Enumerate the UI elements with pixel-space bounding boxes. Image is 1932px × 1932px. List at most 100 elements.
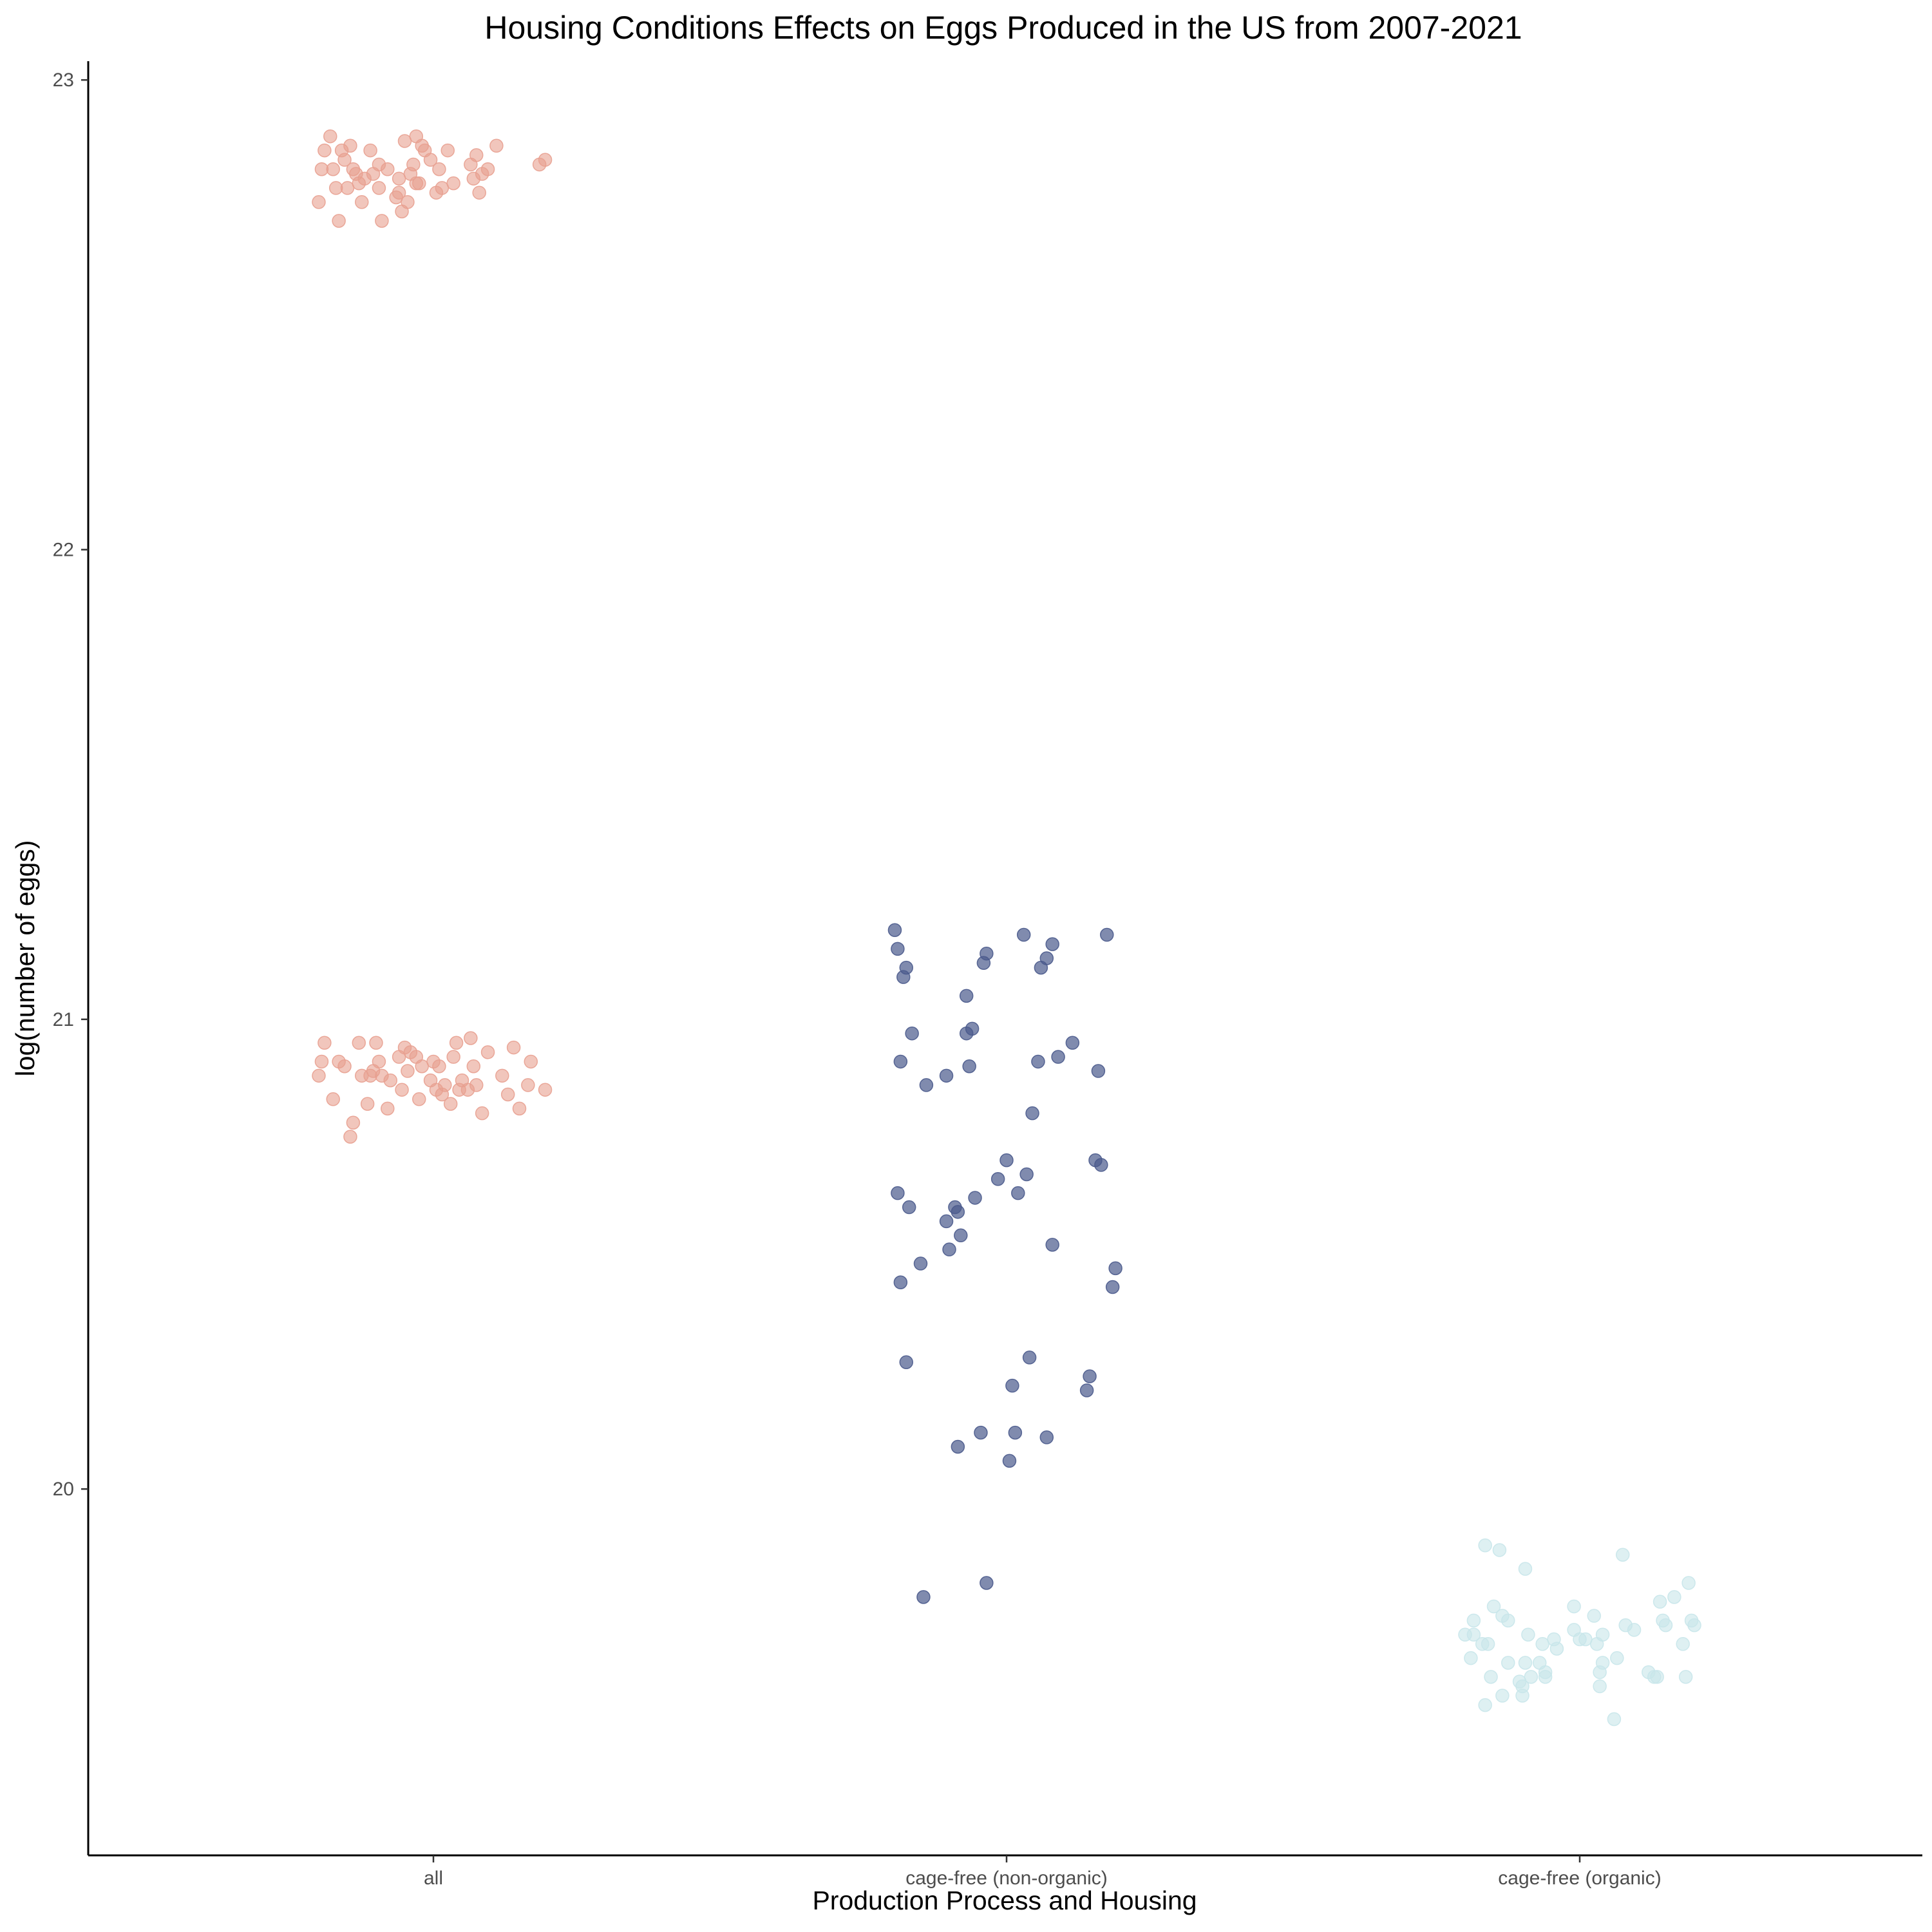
data-point — [1100, 927, 1114, 942]
data-point — [1607, 1712, 1622, 1727]
data-point — [423, 153, 438, 167]
data-point — [1658, 1618, 1673, 1633]
x-axis-title: Production Process and Housing — [812, 1886, 1197, 1915]
data-point — [449, 1036, 464, 1050]
data-point — [337, 1059, 352, 1074]
data-point — [495, 1068, 509, 1083]
data-point — [372, 181, 386, 195]
data-point — [1616, 1548, 1630, 1562]
data-point — [323, 129, 337, 144]
data-point — [1653, 1595, 1667, 1609]
data-point — [1627, 1623, 1642, 1637]
data-point — [406, 157, 421, 172]
data-point — [980, 1576, 994, 1590]
data-point — [954, 1228, 968, 1243]
data-point — [446, 176, 460, 191]
data-point — [500, 1087, 515, 1102]
data-point — [326, 162, 340, 176]
data-point — [466, 1059, 481, 1074]
data-point — [383, 1073, 397, 1088]
data-point — [951, 1439, 965, 1454]
data-point — [409, 176, 424, 191]
data-point — [317, 143, 332, 158]
x-tick-label: all — [424, 1868, 443, 1889]
series-cage-free-non-organic — [887, 923, 1122, 1604]
data-point — [1022, 1350, 1037, 1365]
data-point — [312, 195, 326, 209]
data-point — [472, 185, 486, 200]
data-point — [352, 1036, 366, 1050]
data-point — [1105, 1280, 1120, 1294]
data-point — [1595, 1627, 1610, 1642]
data-point — [1501, 1613, 1515, 1628]
data-point — [916, 1590, 931, 1604]
data-point — [412, 1092, 426, 1106]
data-point — [1466, 1627, 1481, 1642]
data-point — [893, 1275, 908, 1289]
data-point — [432, 162, 446, 176]
data-point — [1108, 1261, 1122, 1276]
data-point — [469, 1078, 484, 1092]
data-point — [1065, 1036, 1080, 1050]
data-point — [343, 1130, 357, 1144]
data-point — [372, 1054, 386, 1069]
data-point — [401, 1064, 415, 1078]
data-point — [1091, 1064, 1106, 1078]
data-point — [1587, 1609, 1601, 1623]
data-point — [440, 143, 455, 158]
data-point — [392, 185, 406, 200]
data-point — [913, 1256, 928, 1271]
data-point — [974, 1425, 988, 1440]
data-point — [538, 153, 553, 167]
data-point — [1676, 1637, 1690, 1651]
data-point — [980, 946, 994, 961]
data-point — [326, 1092, 340, 1106]
data-point — [1495, 1689, 1510, 1703]
y-tick-label: 22 — [53, 539, 74, 560]
data-point — [1466, 1613, 1481, 1628]
data-point — [939, 1068, 954, 1083]
data-point — [905, 1026, 919, 1041]
series-cage-free-organic — [1458, 1538, 1701, 1727]
data-point — [446, 1050, 460, 1064]
data-point — [401, 195, 415, 209]
data-point — [312, 1068, 326, 1083]
data-point — [1002, 1454, 1017, 1468]
data-point — [899, 1355, 913, 1369]
data-point — [480, 1045, 495, 1059]
data-point — [990, 1172, 1005, 1186]
data-point — [340, 181, 355, 195]
data-point — [951, 1205, 965, 1219]
data-point — [899, 960, 913, 975]
data-point — [893, 1054, 908, 1069]
data-point — [1573, 1632, 1587, 1647]
data-point — [1094, 1158, 1108, 1172]
data-point — [1501, 1656, 1515, 1670]
data-point — [1031, 1054, 1045, 1069]
points-layer — [312, 129, 1701, 1727]
data-point — [506, 1040, 521, 1055]
data-point — [332, 214, 346, 228]
data-point — [314, 162, 329, 176]
data-point — [524, 1054, 538, 1069]
data-point — [965, 1021, 980, 1036]
data-point — [381, 162, 395, 176]
data-point — [999, 1153, 1014, 1168]
data-point — [939, 1214, 954, 1229]
data-point — [1464, 1651, 1478, 1665]
data-point — [1515, 1679, 1530, 1694]
data-point — [369, 1036, 383, 1050]
data-point — [355, 195, 369, 209]
data-point — [435, 181, 450, 195]
data-point — [891, 942, 905, 956]
data-point — [363, 143, 377, 158]
data-point — [337, 153, 352, 167]
y-tick-label: 20 — [53, 1479, 74, 1500]
data-point — [1549, 1642, 1564, 1656]
data-point — [1518, 1562, 1533, 1576]
data-point — [1039, 1430, 1054, 1444]
data-point — [1005, 1378, 1019, 1393]
data-point — [1538, 1665, 1553, 1680]
x-tick-label: cage-free (non-organic) — [905, 1868, 1108, 1889]
data-point — [314, 1054, 329, 1069]
